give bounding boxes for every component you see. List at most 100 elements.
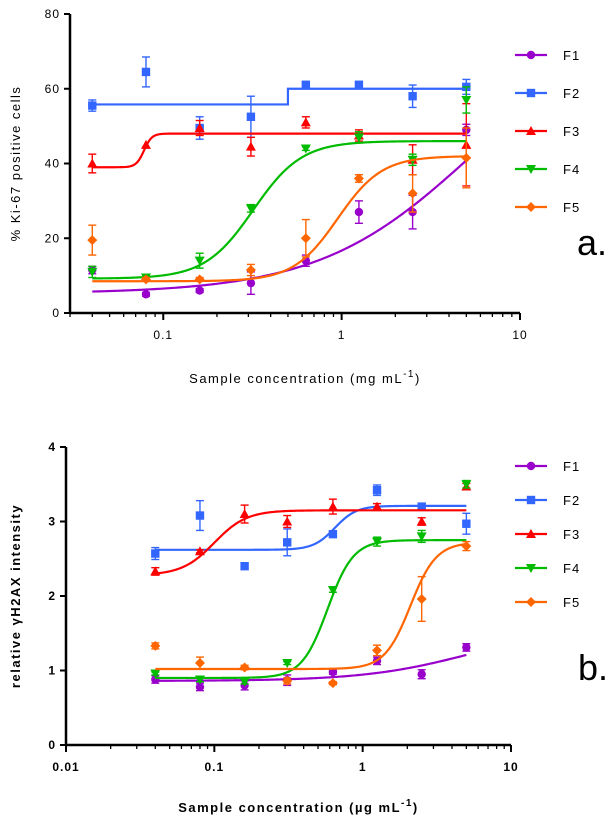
y-tick-label: 2 — [48, 589, 56, 603]
chart-a: 0 20 40 60 80 0.1 1 10 Sample concentration (mg … — [8, 7, 607, 386]
data-point — [301, 80, 311, 90]
data-point — [300, 117, 311, 127]
data-point — [417, 670, 426, 679]
data-point — [283, 538, 292, 547]
data-point — [328, 529, 338, 539]
series-f4 — [87, 86, 472, 283]
data-point — [462, 643, 471, 652]
legend-item-f1: F1 — [515, 48, 580, 63]
fit-curve-f5 — [155, 542, 467, 671]
data-point — [416, 516, 427, 526]
data-point — [195, 511, 205, 520]
data-point — [353, 133, 364, 143]
legend-item-f5: F5 — [515, 595, 579, 610]
data-point — [195, 682, 205, 692]
y-tick-label: 4 — [48, 440, 56, 454]
data-point — [194, 122, 205, 132]
legend-item-f1: F1 — [515, 459, 580, 474]
y-tick-label: 0 — [48, 738, 56, 752]
data-point — [150, 640, 161, 651]
series-f2 — [88, 56, 471, 140]
legend-label: F1 — [563, 48, 580, 63]
x-axis-title-sup: -1 — [401, 798, 413, 809]
legend-label: F5 — [563, 200, 580, 215]
data-point — [461, 480, 472, 490]
fit-curve-f3 — [155, 509, 467, 575]
x-tick-label: 1 — [338, 328, 346, 342]
legend-item-f2: F2 — [515, 86, 580, 101]
legend-marker — [526, 529, 536, 538]
data-point — [461, 95, 472, 105]
y-tick-label: 40 — [45, 157, 60, 171]
fit-curve-f5 — [92, 155, 467, 283]
data-point — [151, 549, 160, 558]
legend-item-f4: F4 — [515, 561, 580, 576]
x-axis-title-tail: ) — [415, 371, 421, 386]
x-tick-label: 10 — [512, 328, 527, 342]
x-tick-label: 1 — [359, 760, 367, 774]
legend-label: F4 — [563, 561, 580, 576]
data-point — [246, 278, 256, 288]
data-point — [239, 677, 250, 687]
data-point — [245, 204, 256, 214]
legend-label: F3 — [563, 527, 580, 542]
y-tick-label: 3 — [48, 515, 56, 529]
x-axis-title-tail: ) — [413, 800, 419, 815]
x-axis-title-main: Sample concentration (µg mL — [178, 800, 401, 815]
data-point — [408, 92, 417, 101]
data-point — [407, 188, 418, 199]
data-point — [417, 502, 426, 511]
legend-marker — [526, 50, 536, 60]
data-point — [372, 645, 383, 656]
legend-marker — [526, 564, 536, 573]
legend-label: F2 — [563, 493, 580, 508]
data-point — [328, 667, 338, 677]
data-point — [372, 537, 383, 547]
data-point — [88, 101, 97, 110]
fit-curve-f2 — [92, 87, 467, 106]
data-point — [87, 235, 98, 246]
data-point — [87, 267, 98, 277]
y-tick-label: 1 — [48, 664, 56, 678]
data-point — [300, 144, 311, 154]
legend-item-f5: F5 — [515, 200, 580, 215]
data-point — [461, 152, 472, 163]
data-point — [372, 501, 383, 511]
x-tick-label: 0.1 — [204, 760, 224, 774]
data-point — [245, 265, 256, 276]
legend-label: F4 — [563, 162, 580, 177]
panel-label: b. — [578, 647, 608, 688]
x-axis-title: Sample concentration (mg mL-1) — [189, 369, 421, 386]
legend-label: F3 — [563, 124, 580, 139]
data-point — [282, 675, 293, 686]
data-point — [327, 501, 338, 511]
data-point — [87, 158, 98, 168]
y-axis-title: relative γH2AX intensity — [8, 504, 23, 688]
y-axis-title: % Ki-67 positive cells — [8, 86, 23, 242]
data-point — [194, 658, 205, 669]
x-tick-label: 0.1 — [153, 328, 173, 342]
data-point — [353, 173, 364, 184]
x-axis-title: Sample concentration (µg mL-1) — [178, 798, 419, 815]
fit-curve-f4 — [92, 140, 467, 280]
x-axis-title-main: Sample concentration (mg mL — [189, 371, 403, 386]
legend-item-f2: F2 — [515, 493, 580, 508]
series-f4 — [150, 479, 472, 687]
data-point — [246, 112, 256, 121]
legend-marker — [526, 495, 536, 505]
data-point — [150, 566, 161, 576]
series-f3 — [87, 102, 472, 187]
data-point — [354, 207, 364, 217]
legend-label: F1 — [563, 459, 580, 474]
legend-item-f3: F3 — [515, 527, 580, 542]
data-point — [282, 659, 293, 669]
legend-label: F2 — [563, 86, 580, 101]
data-point — [141, 67, 151, 77]
data-point — [245, 141, 256, 151]
data-point — [282, 516, 293, 526]
legend-marker — [526, 597, 536, 607]
data-point — [300, 233, 311, 244]
legend-marker — [526, 165, 536, 174]
data-point — [239, 509, 250, 519]
legend-item-f4: F4 — [515, 162, 580, 177]
